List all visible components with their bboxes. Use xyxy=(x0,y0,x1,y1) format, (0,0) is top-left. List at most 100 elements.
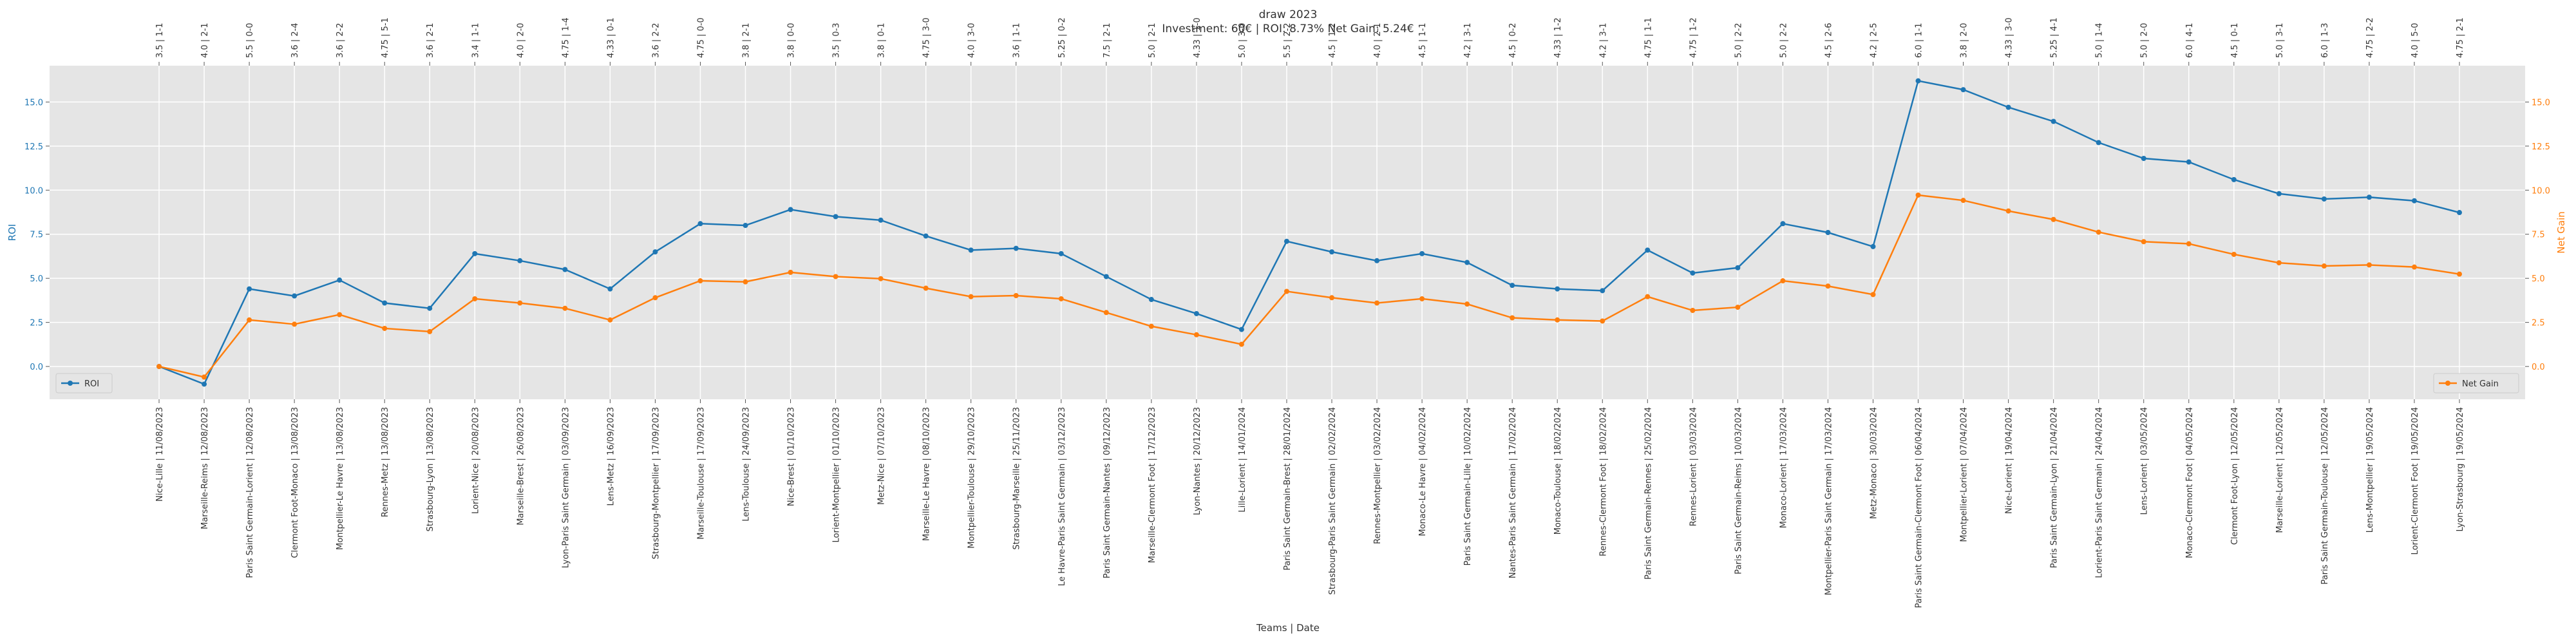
point xyxy=(2366,262,2372,268)
point xyxy=(968,247,974,253)
x-tick-label: Lorient-Montpellier | 01/10/2023 xyxy=(832,407,842,542)
point xyxy=(337,277,343,283)
x-top-label: 5.0 | 2-0 xyxy=(2140,23,2150,58)
x-top-label: 3.4 | 1-1 xyxy=(471,23,480,58)
point xyxy=(1283,289,1289,294)
point xyxy=(1780,278,1786,284)
point xyxy=(697,278,703,284)
x-top-label: 4.5 | 0-2 xyxy=(1508,23,1518,58)
point xyxy=(382,300,388,306)
x-top-label: 4.33 | 0-1 xyxy=(606,17,616,58)
point xyxy=(1645,294,1651,299)
point xyxy=(1283,238,1289,244)
legend-label: ROI xyxy=(84,379,99,389)
point xyxy=(1780,221,1786,227)
y2-tick-label: 7.5 xyxy=(2532,231,2545,240)
point xyxy=(2096,229,2101,235)
x-top-label: 4.5 | 2-6 xyxy=(1824,23,1833,58)
point xyxy=(607,286,613,292)
y-tick-label: 2.5 xyxy=(30,319,43,328)
x-top-label: 4.33 | 1-2 xyxy=(1553,17,1563,58)
point xyxy=(2231,251,2237,257)
x-top-label: 6.0 | 4-1 xyxy=(2185,23,2195,58)
x-top-label: 4.5 | 1-1 xyxy=(1418,23,1428,58)
point xyxy=(923,285,929,291)
x-tick-label: Strasbourg-Paris Saint Germain | 02/02/2… xyxy=(1328,407,1338,595)
point xyxy=(1870,243,1876,249)
x-top-label: 5.0 | 3-1 xyxy=(2275,23,2285,58)
legend-label: Net Gain xyxy=(2462,379,2499,389)
point xyxy=(382,325,388,331)
x-top-label: 4.75 | 2-2 xyxy=(2365,17,2375,58)
point xyxy=(1374,300,1380,306)
point xyxy=(1329,249,1335,255)
y-tick-label: 5.0 xyxy=(30,274,43,284)
point xyxy=(788,269,793,275)
x-tick-label: Lens-Montpellier | 19/05/2024 xyxy=(2365,407,2375,533)
x-tick-label: Montpellier-Toulouse | 29/10/2023 xyxy=(967,407,977,549)
x-top-label: 4.2 | 2-5 xyxy=(1869,23,1879,58)
x-tick-label: Nantes-Paris Saint Germain | 17/02/2024 xyxy=(1508,407,1518,578)
y-tick-label: 7.5 xyxy=(30,231,43,240)
point xyxy=(1013,245,1019,251)
point xyxy=(1555,286,1560,292)
point xyxy=(1238,327,1244,332)
point xyxy=(1103,310,1109,316)
x-top-label: 6.0 | 1-3 xyxy=(2320,23,2330,58)
x-tick-label: Strasbourg-Montpellier | 17/09/2023 xyxy=(651,407,661,559)
point xyxy=(878,276,884,281)
x-top-label: 5.0 | 2-2 xyxy=(1734,23,1743,58)
point xyxy=(2096,140,2101,146)
point xyxy=(2005,104,2011,110)
point xyxy=(833,274,838,279)
y2-tick-label: 10.0 xyxy=(2532,186,2550,196)
point xyxy=(968,294,974,299)
point xyxy=(1735,265,1741,270)
x-tick-label: Lens-Lorient | 03/05/2024 xyxy=(2140,407,2150,515)
point xyxy=(2186,241,2192,247)
x-tick-label: Paris Saint Germain-Lorient | 12/08/2023 xyxy=(245,407,255,578)
x-tick-label: Montpellier-Lorient | 07/04/2024 xyxy=(1960,407,1969,542)
y2-tick-label: 0.0 xyxy=(2532,363,2545,372)
point xyxy=(1103,274,1109,279)
x-tick-label: Marseille-Reims | 12/08/2023 xyxy=(200,407,210,529)
x-top-label: 5.5 | 2-2 xyxy=(1283,23,1293,58)
x-axis-label: Teams | Date xyxy=(1256,622,1320,634)
x-tick-label: Rennes-Lorient | 03/03/2024 xyxy=(1689,407,1698,526)
x-tick-label: Clermont Foot-Monaco | 13/08/2023 xyxy=(290,407,300,558)
x-top-label: 5.0 | 2-1 xyxy=(1148,23,1157,58)
x-top-label: 4.5 | 1-2 xyxy=(1328,23,1338,58)
point xyxy=(1735,305,1741,310)
x-top-label: 4.75 | 1-1 xyxy=(1643,17,1653,58)
point xyxy=(2457,210,2462,216)
x-tick-label: Paris Saint Germain-Reims | 10/03/2024 xyxy=(1734,407,1743,574)
y2-tick-label: 5.0 xyxy=(2532,274,2545,284)
x-top-label: 4.33 | 1-0 xyxy=(1193,17,1202,58)
x-top-label: 4.75 | 5-1 xyxy=(381,17,390,58)
point xyxy=(1960,87,1966,93)
point xyxy=(1510,283,1515,289)
point xyxy=(788,207,793,213)
point xyxy=(697,221,703,227)
point xyxy=(427,328,433,334)
y-tick-label: 10.0 xyxy=(24,186,43,196)
x-top-label: 3.8 | 0-0 xyxy=(787,23,797,58)
point xyxy=(202,381,207,387)
point xyxy=(2186,159,2192,165)
x-tick-label: Montpellier-Paris Saint Germain | 17/03/… xyxy=(1824,407,1833,595)
point xyxy=(1600,288,1605,294)
x-tick-label: Monaco-Toulouse | 18/02/2024 xyxy=(1553,407,1563,535)
x-top-label: 4.0 | 2-1 xyxy=(200,23,210,58)
point xyxy=(1555,317,1560,323)
chart-title: draw 2023 xyxy=(1259,8,1318,21)
point xyxy=(292,321,298,327)
x-tick-label: Lens-Metz | 16/09/2023 xyxy=(606,407,616,506)
point xyxy=(1870,292,1876,298)
x-top-label: 4.75 | 0-0 xyxy=(696,17,706,58)
x-top-label: 3.5 | 1-1 xyxy=(155,23,165,58)
x-tick-label: Marseille-Lorient | 12/05/2024 xyxy=(2275,407,2285,533)
point xyxy=(2457,271,2462,277)
x-tick-label: Lorient-Clermont Foot | 19/05/2024 xyxy=(2410,407,2420,554)
x-tick-label: Strasbourg-Marseille | 25/11/2023 xyxy=(1012,407,1022,550)
